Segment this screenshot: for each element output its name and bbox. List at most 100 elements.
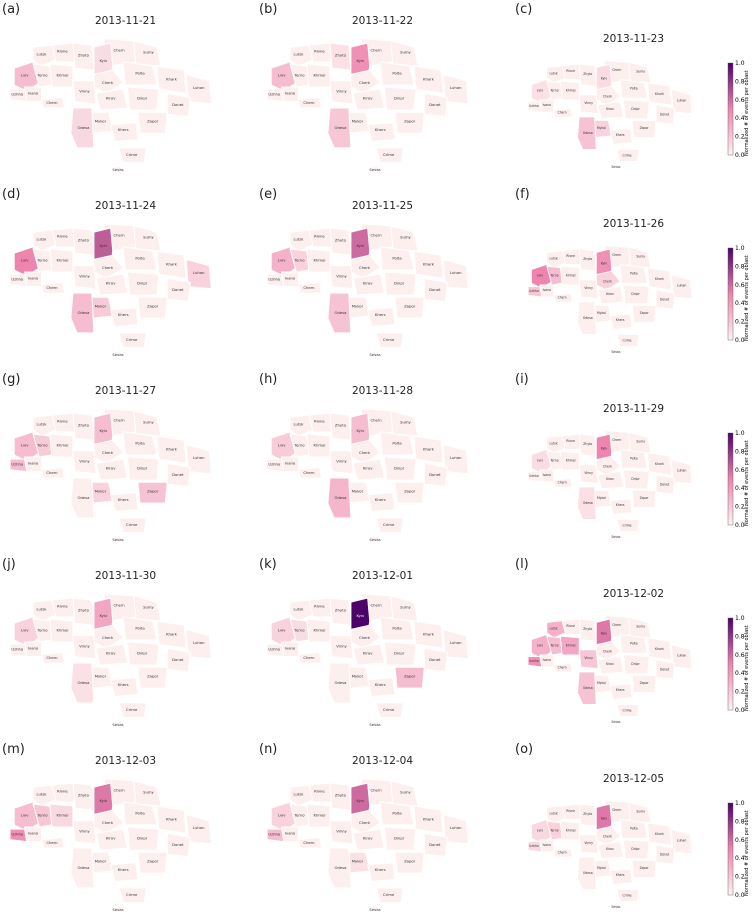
panel-letter: (f) xyxy=(515,187,530,202)
oblast-region-zapor xyxy=(137,481,168,504)
oblast-region-khark xyxy=(647,822,672,846)
oblast-region-odesa xyxy=(70,477,95,519)
oblast-label: Kyiv xyxy=(99,614,107,618)
oblast-label: Mykol xyxy=(597,681,606,685)
oblast-label: Lviv xyxy=(537,828,543,832)
oblast-region-luhan xyxy=(442,258,469,290)
panel-letter: (b) xyxy=(259,2,278,17)
oblast-label: Luhan xyxy=(450,641,462,645)
oblast-region-chern xyxy=(553,848,573,858)
oblast-label: Vinny xyxy=(584,286,593,290)
oblast-label: Zhyto xyxy=(583,442,592,446)
oblast-region-odesa xyxy=(577,486,597,520)
oblast-label: Uzhho xyxy=(529,474,539,478)
oblast-label: Polta xyxy=(630,827,638,831)
oblast-label: Ivano xyxy=(28,461,39,465)
colorbar-tick: 0.2 xyxy=(735,134,745,141)
oblast-label: Khers xyxy=(616,318,625,322)
oblast-region-khmel xyxy=(559,820,580,841)
oblast-label: Rivne xyxy=(566,624,575,628)
oblast-region-polta xyxy=(379,801,415,826)
oblast-label: Khmel xyxy=(56,629,68,633)
oblast-label: Sevas xyxy=(369,538,380,542)
oblast-region-dnipr xyxy=(623,839,650,860)
oblast-label: Ivano xyxy=(285,461,296,465)
oblast-region-lutsk xyxy=(546,435,567,454)
oblast-label: Kyiv xyxy=(99,244,107,248)
oblast-label: Zapor xyxy=(147,305,159,309)
colorbar-gradient xyxy=(727,617,734,711)
oblast-label: Cherk xyxy=(603,94,612,98)
oblast-label: Dnipr xyxy=(137,652,148,656)
oblast-region-zapor xyxy=(631,119,657,138)
oblast-label: Chern xyxy=(558,111,567,115)
panel-letter: (j) xyxy=(2,557,16,572)
oblast-label: Lutsk xyxy=(293,793,304,797)
oblast-label: Cherk xyxy=(359,451,371,455)
oblast-label: Odesa xyxy=(583,131,593,135)
oblast-label: Zhyto xyxy=(583,72,592,76)
oblast-label: Chern xyxy=(303,656,315,660)
oblast-region-sevas xyxy=(612,719,619,724)
colorbar-tick: 0.4 xyxy=(735,855,745,862)
oblast-region-dnipr xyxy=(126,826,160,851)
oblast-region-crime xyxy=(616,334,640,347)
oblast-label: Crime xyxy=(126,338,138,342)
oblast-label: Odesa xyxy=(334,311,346,315)
oblast-label: Zapor xyxy=(404,305,416,309)
oblast-label: Kyiv xyxy=(356,799,364,803)
colorbar-tick: 0.4 xyxy=(735,115,745,122)
oblast-region-donet xyxy=(166,277,191,302)
oblast-region-lutsk xyxy=(32,784,57,807)
colorbar-tick: 0.4 xyxy=(735,670,745,677)
oblast-label: Rivne xyxy=(314,234,325,238)
oblast-region-sevas xyxy=(612,164,619,169)
oblast-label: Chern xyxy=(113,603,125,607)
oblast-label: Chern xyxy=(303,471,315,475)
oblast-label: Donet xyxy=(660,852,670,856)
oblast-label: Khmel xyxy=(56,74,68,78)
oblast-region-khmel xyxy=(559,635,580,656)
oblast-label: Donet xyxy=(429,288,441,292)
oblast-region-crime xyxy=(616,149,640,162)
oblast-label: Uzhho xyxy=(11,92,24,96)
panel-date-title: 2013-11-30 xyxy=(95,570,157,582)
oblast-region-luhan xyxy=(185,628,212,660)
oblast-label: Chern xyxy=(303,841,315,845)
oblast-label: Chern xyxy=(113,233,125,237)
oblast-region-khark xyxy=(156,250,187,279)
oblast-region-kirov xyxy=(597,656,625,675)
panel-letter: (i) xyxy=(515,372,529,387)
oblast-label: Dnipr xyxy=(631,107,640,111)
panel-date-title: 2013-11-26 xyxy=(603,218,665,230)
oblast-region-vinny xyxy=(72,820,97,845)
ukraine-choropleth-map: Lutsk Rivne Zhyto Chern Sumy Kyiv Lviv Terno Khm… xyxy=(267,223,469,357)
oblast-region-dnipr xyxy=(383,271,417,296)
oblast-label: Odesa xyxy=(77,126,89,130)
oblast-label: Zapor xyxy=(640,496,650,500)
oblast-label: Khmel xyxy=(313,259,325,263)
oblast-label: Odesa xyxy=(334,681,346,685)
oblast-region-khers xyxy=(367,122,396,143)
oblast-label: Chern xyxy=(303,286,315,290)
colorbar-tick: 1.0 xyxy=(735,430,745,437)
oblast-label: Zapor xyxy=(404,120,416,124)
ukraine-choropleth-map: Lutsk Rivne Zhyto Chern Sumy Kyiv Lviv Terno Khm… xyxy=(10,223,212,357)
oblast-label: Polta xyxy=(392,626,401,630)
oblast-region-dnipr xyxy=(126,86,160,111)
oblast-label: Lviv xyxy=(537,643,543,647)
oblast-label: Sumy xyxy=(143,420,154,424)
colorbar-tick: 1.0 xyxy=(735,245,745,252)
oblast-label: Zhyto xyxy=(335,794,347,798)
oblast-region-crime xyxy=(118,147,147,164)
panel-letter: (l) xyxy=(515,557,529,572)
oblast-label: Lutsk xyxy=(293,53,304,57)
oblast-label: Uzhho xyxy=(268,462,281,466)
colorbar-tick: 0.0 xyxy=(735,522,745,528)
oblast-label: Uzhho xyxy=(529,844,539,848)
oblast-region-sevas xyxy=(114,351,122,357)
oblast-label: Sumy xyxy=(143,50,154,54)
oblast-label: Luhan xyxy=(450,86,462,90)
panel-letter: (c) xyxy=(515,2,533,17)
oblast-label: Chern xyxy=(612,253,621,257)
